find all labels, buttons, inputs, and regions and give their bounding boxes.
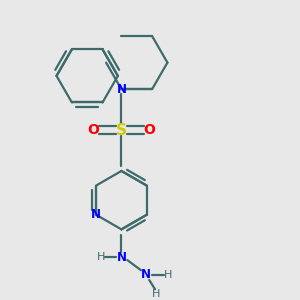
Text: N: N xyxy=(116,250,126,264)
Text: N: N xyxy=(91,208,101,221)
Text: N: N xyxy=(116,83,126,96)
Text: O: O xyxy=(88,123,100,137)
Text: H: H xyxy=(152,289,161,298)
Text: N: N xyxy=(141,268,151,281)
Text: H: H xyxy=(164,270,172,280)
Text: H: H xyxy=(97,252,105,262)
Text: S: S xyxy=(116,123,127,138)
Text: O: O xyxy=(143,123,155,137)
